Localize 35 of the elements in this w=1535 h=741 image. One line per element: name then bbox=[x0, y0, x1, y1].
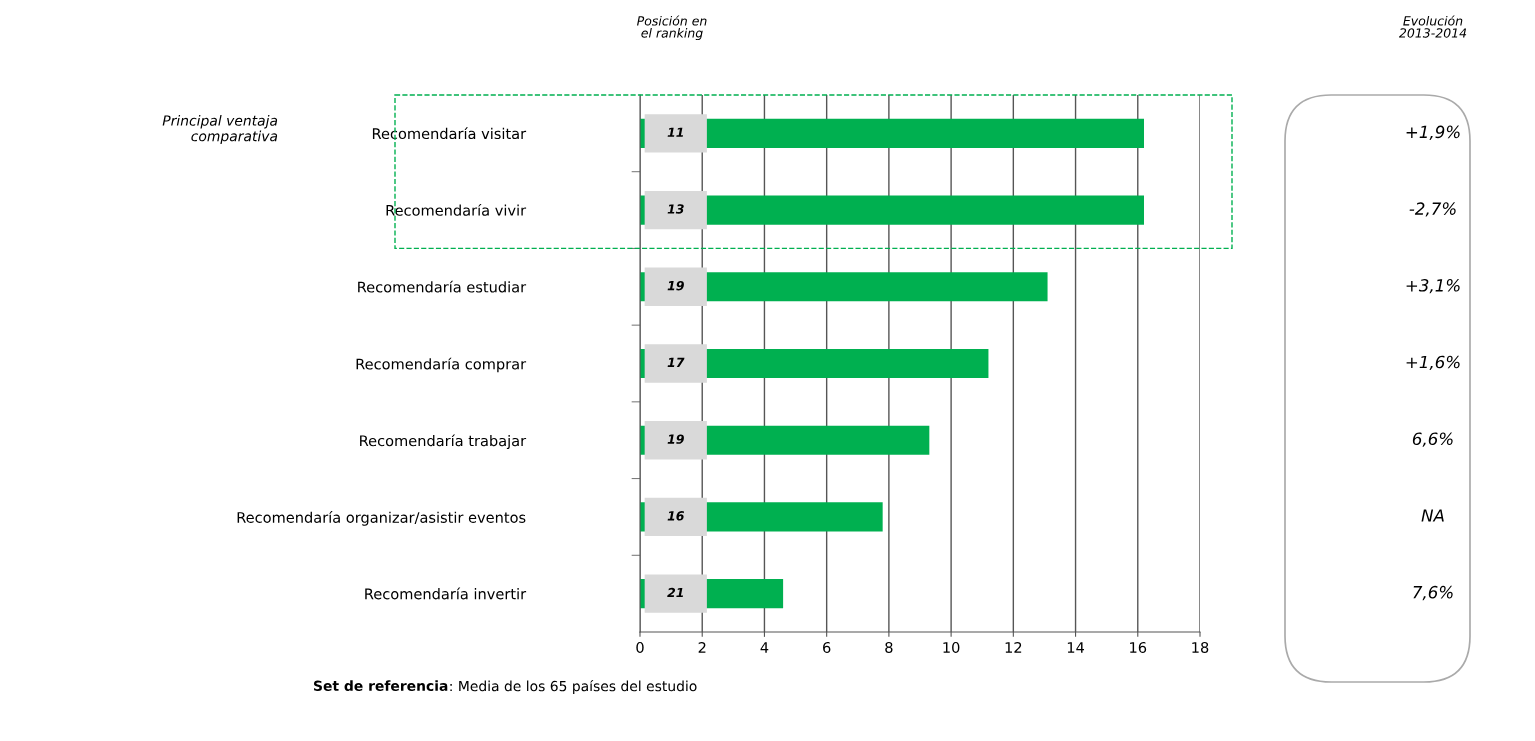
x-tick-label: 0 bbox=[636, 641, 644, 654]
x-tick-label: 18 bbox=[1192, 641, 1209, 654]
annotation: 17 bbox=[667, 357, 685, 367]
x-tick-label: 8 bbox=[885, 641, 893, 654]
x-tick-label: 6 bbox=[823, 641, 831, 654]
text: Posición en el ranking bbox=[637, 15, 707, 41]
text: 7,6% bbox=[1413, 585, 1453, 601]
annotation: 16 bbox=[667, 511, 685, 521]
y-tick-label: Recomendaría organizar/asistir eventos bbox=[237, 511, 526, 526]
text: +1,6% bbox=[1406, 355, 1460, 371]
text: -2,7% bbox=[1409, 202, 1456, 217]
text: 6,6% bbox=[1412, 432, 1453, 447]
annotation: 11 bbox=[667, 127, 683, 137]
annotation: 19 bbox=[667, 280, 684, 291]
y-tick-label: Recomendaría vivir bbox=[386, 203, 527, 216]
x-tick-label: 12 bbox=[1005, 641, 1022, 653]
text: NA bbox=[1421, 509, 1444, 522]
y-tick-label: Recomendaría trabajar bbox=[360, 434, 527, 450]
text: +1,9% bbox=[1406, 125, 1460, 140]
text: Evolución 2013-2014 bbox=[1398, 15, 1467, 38]
x-tick-label: 10 bbox=[943, 641, 960, 654]
y-tick-label: Recomendaría invertir bbox=[365, 587, 527, 600]
annotation: 13 bbox=[667, 204, 684, 214]
annotation: 21 bbox=[667, 587, 683, 598]
y-tick-label: Recomendaría visitar bbox=[372, 127, 527, 140]
x-tick-label: 2 bbox=[698, 641, 706, 653]
x-tick-label: 4 bbox=[760, 642, 769, 653]
x-tick-label: 16 bbox=[1130, 641, 1147, 654]
y-tick-label: Recomendaría estudiar bbox=[358, 280, 527, 293]
y-tick-label: Recomendaría comprar bbox=[356, 357, 527, 373]
text: +3,1% bbox=[1406, 279, 1460, 294]
text: Principal ventaja comparativa bbox=[162, 115, 278, 145]
annotation: 19 bbox=[667, 434, 684, 444]
x-tick-label: 14 bbox=[1067, 642, 1085, 653]
text: Set de referencia: Media de los 65 países del estudio bbox=[314, 680, 697, 694]
